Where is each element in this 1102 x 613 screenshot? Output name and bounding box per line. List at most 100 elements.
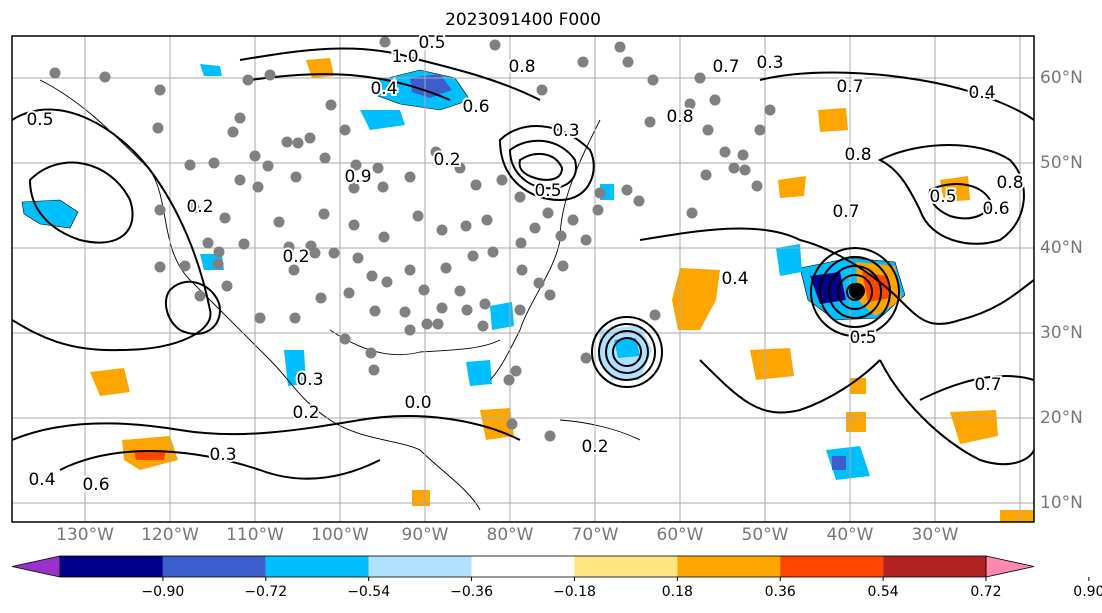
station-dot — [292, 137, 304, 149]
contour-ring — [810, 247, 900, 337]
station-dot — [514, 191, 526, 203]
station-dot — [694, 72, 706, 84]
colorbar-segment — [471, 556, 575, 577]
station-dot — [470, 179, 482, 191]
station-dot — [754, 124, 766, 136]
station-dot — [739, 164, 751, 176]
shade-blob — [862, 272, 890, 302]
storm-center — [849, 283, 865, 299]
shade-blob — [284, 350, 306, 386]
contour-line — [879, 359, 1034, 466]
station-dot — [592, 204, 604, 216]
longitude-label: 70°W — [571, 525, 619, 545]
latitude-label: 30°N — [1040, 323, 1083, 343]
contour-line — [877, 144, 1025, 245]
contour-label: 0.5 — [929, 187, 956, 207]
shade-blob — [90, 368, 130, 396]
station-dot — [436, 224, 448, 236]
contour-ring — [828, 265, 882, 319]
station-dot — [751, 180, 763, 192]
station-dot — [529, 222, 541, 234]
shade-blob — [846, 412, 866, 432]
shade-blob — [810, 272, 846, 304]
shade-blob — [410, 74, 452, 98]
station-dot — [418, 284, 430, 296]
station-dot — [281, 136, 293, 148]
contour-line — [639, 227, 1034, 325]
station-dot — [686, 207, 698, 219]
station-dot — [580, 352, 592, 364]
contour-label: 0.2 — [186, 197, 213, 217]
station-dot — [477, 320, 489, 332]
station-dot — [454, 162, 466, 174]
longitude-label: 90°W — [401, 525, 449, 545]
station-dot — [544, 430, 556, 442]
shade-blob — [776, 244, 802, 276]
map-title: 2023091400 F000 — [445, 10, 601, 30]
contour-label: 0.7 — [712, 57, 739, 77]
station-dot — [369, 305, 381, 317]
station-dot — [555, 230, 567, 242]
contour-label: 0.3 — [756, 53, 783, 73]
station-dot — [510, 365, 522, 377]
station-dot — [234, 112, 246, 124]
longitude-label: 110°W — [226, 525, 284, 545]
station-dot — [764, 104, 776, 116]
station-dot — [536, 84, 548, 96]
station-dot — [479, 298, 491, 310]
contour-label: 0.5 — [26, 110, 53, 130]
station-dot — [503, 374, 515, 386]
contour-label: 0.7 — [836, 77, 863, 97]
contour-label: 0.7 — [974, 375, 1001, 395]
contour-label: 0.0 — [404, 393, 431, 413]
station-dot — [154, 261, 166, 273]
station-dot — [684, 98, 696, 110]
station-dot — [202, 237, 214, 249]
station-dot — [99, 71, 111, 83]
station-dot — [516, 264, 528, 276]
shade-blob — [1000, 510, 1034, 522]
station-dot — [467, 250, 479, 262]
station-dot — [304, 132, 316, 144]
coastline-gulf — [329, 329, 501, 356]
colorbar-extend-low — [11, 555, 61, 578]
shade-blob — [750, 348, 794, 380]
colorbar-tick-label: −0.18 — [552, 584, 596, 600]
colorbar-tick-label: 0.54 — [867, 584, 899, 600]
station-dot — [352, 252, 364, 264]
station-dot — [339, 333, 351, 345]
station-dot — [290, 171, 302, 183]
station-dot — [728, 162, 740, 174]
station-dot — [188, 202, 200, 214]
contour-label: 0.2 — [433, 150, 460, 170]
contour-line — [239, 47, 541, 101]
longitude-label: 100°W — [311, 525, 369, 545]
map-frame — [11, 35, 1035, 523]
station-dot — [515, 237, 527, 249]
contour-label: 0.8 — [996, 173, 1023, 193]
contour-label: 0.9 — [344, 167, 371, 187]
contour-ring — [612, 337, 642, 367]
station-dot — [152, 122, 164, 134]
station-dot — [377, 181, 389, 193]
station-dot — [649, 309, 661, 321]
shade-blob — [850, 378, 866, 394]
contour-line — [699, 359, 881, 414]
contour-line — [518, 152, 564, 181]
station-dot — [430, 146, 442, 158]
contour-line — [164, 280, 222, 335]
contour-label: 0.5 — [849, 328, 876, 348]
contour-lines — [12, 47, 1034, 480]
colorbar-segment — [780, 556, 884, 577]
longitude-label: 130°W — [56, 525, 114, 545]
shade-blob — [466, 360, 492, 386]
contour-labels: 1.00.50.8 0.70.40.60.30.20.80.90.50.30.70… — [24, 31, 1025, 497]
station-dot — [249, 150, 261, 162]
contour-line — [928, 183, 992, 220]
station-dot — [154, 84, 166, 96]
longitude-label: 30°W — [911, 525, 959, 545]
station-dot — [234, 174, 246, 186]
shade-blob — [306, 58, 334, 78]
station-dot — [289, 312, 301, 324]
